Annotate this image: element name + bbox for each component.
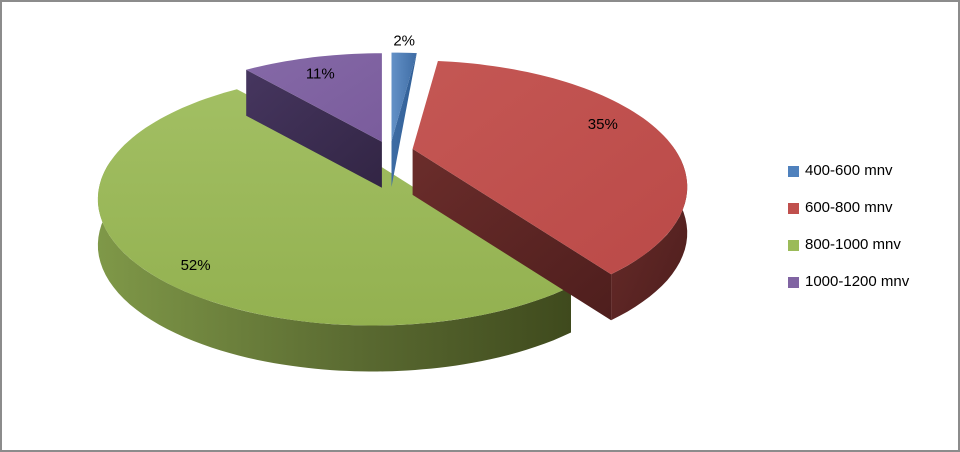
pie-slice-1000-1200-mnv[interactable] (246, 53, 382, 142)
legend-item-1000-1200[interactable]: 1000-1200 mnv (788, 274, 909, 290)
legend-label: 800-1000 mnv (805, 236, 901, 253)
pie-slice-800-1000-mnv[interactable] (97, 89, 572, 326)
pie-data-label: 11% (306, 66, 335, 83)
legend-swatch-icon (788, 239, 799, 251)
legend-swatch-icon (788, 276, 799, 288)
pie-slice-400-600-mnv[interactable] (391, 52, 417, 141)
pie-slice-side-600-800-mnv[interactable] (611, 148, 688, 321)
legend-label: 1000-1200 mnv (805, 273, 910, 290)
legend: 400-600 mnv 600-800 mnv 800-1000 mnv 100… (788, 163, 909, 311)
legend-label: 600-800 mnv (805, 199, 893, 216)
pie-slice-600-800-mnv[interactable] (412, 61, 688, 275)
legend-item-400-600[interactable]: 400-600 mnv (788, 163, 909, 179)
legend-swatch-icon (788, 165, 799, 177)
legend-item-800-1000[interactable]: 800-1000 mnv (788, 237, 909, 253)
pie-data-label: 35% (588, 116, 618, 133)
legend-swatch-icon (788, 202, 799, 214)
pie-slice-side-800-1000-mnv[interactable] (97, 161, 572, 372)
pie-slice-side-600-800-mnv[interactable] (412, 148, 612, 321)
legend-item-600-800[interactable]: 600-800 mnv (788, 200, 909, 216)
pie-data-label: 52% (181, 257, 211, 274)
pie-data-label: 2% (393, 33, 415, 50)
legend-label: 400-600 mnv (805, 162, 893, 179)
pie-slice-side-400-600-mnv[interactable] (391, 53, 417, 187)
pie-slice-side-1000-1200-mnv[interactable] (246, 69, 382, 188)
